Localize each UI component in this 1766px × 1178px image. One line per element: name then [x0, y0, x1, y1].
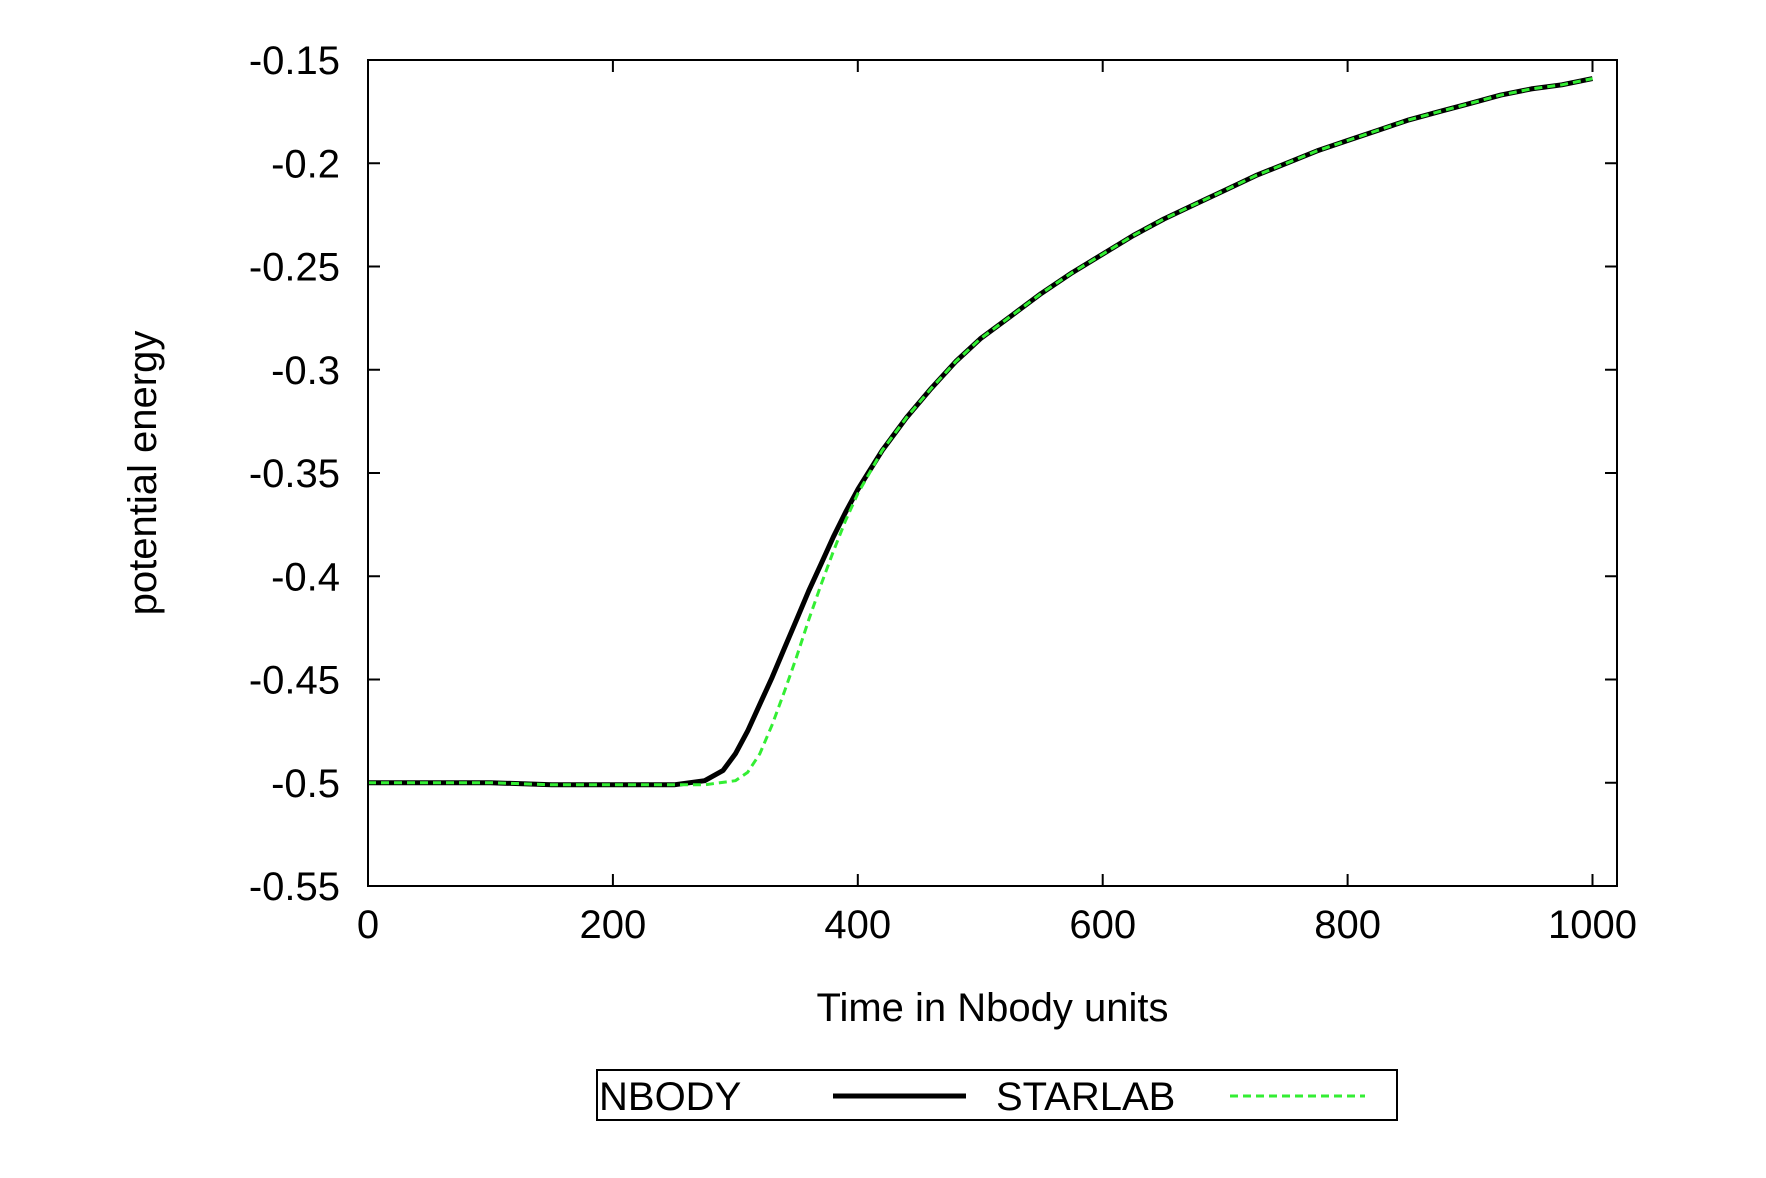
series-group [368, 76, 1593, 788]
series-line-starlab [368, 77, 1593, 787]
plot-frame [367, 59, 1618, 887]
y-tick-label: -0.3 [271, 349, 340, 393]
y-tick-label: -0.35 [249, 452, 340, 496]
x-tick-label: 800 [1314, 903, 1381, 947]
y-tick-label: -0.45 [249, 659, 340, 703]
series-line-nbody [368, 76, 1593, 788]
legend-label-starlab: STARLAB [996, 1075, 1175, 1119]
y-axis-label: potential energy [121, 331, 165, 616]
x-tick-label: 600 [1069, 903, 1136, 947]
x-tick-label: 0 [357, 903, 379, 947]
y-tick-label: -0.4 [271, 555, 340, 599]
x-tick-label: 1000 [1548, 903, 1637, 947]
x-tick-label: 400 [824, 903, 891, 947]
y-tick-label: -0.25 [249, 246, 340, 290]
x-axis-label: Time in Nbody units [817, 986, 1169, 1030]
y-tick-label: -0.2 [271, 142, 340, 186]
legend-label-nbody: NBODY [599, 1075, 741, 1119]
axis-ticks: 0 200 400 600 800 1000 -0.55 -0.5 -0.45 -0.4 -0.35… [249, 39, 1637, 947]
y-tick-label: -0.5 [271, 762, 340, 806]
legend: NBODY STARLAB [596, 1069, 1398, 1121]
y-tick-label: -0.55 [249, 865, 340, 909]
x-tick-label: 200 [580, 903, 647, 947]
y-tick-label: -0.15 [249, 39, 340, 83]
